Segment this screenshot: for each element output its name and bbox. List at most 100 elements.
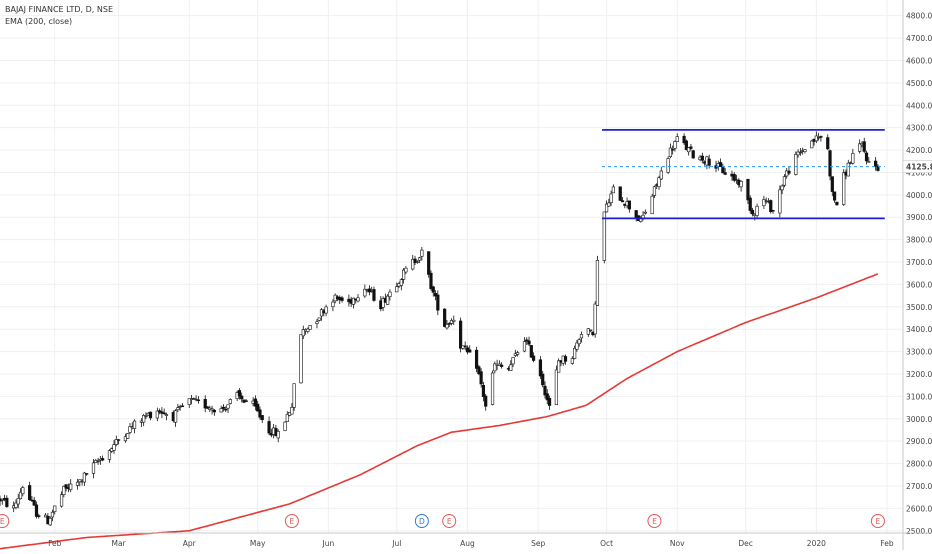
candle-body xyxy=(112,444,116,451)
candle xyxy=(687,146,691,156)
candle xyxy=(411,254,415,271)
candle-body xyxy=(363,288,367,297)
earnings-event-marker[interactable]: E xyxy=(284,514,299,528)
candle xyxy=(226,404,230,414)
candle-body xyxy=(142,415,146,423)
candle-body xyxy=(381,298,385,308)
indicator-label: EMA (200, close) xyxy=(5,17,73,26)
candle-body xyxy=(64,484,68,489)
candle-body xyxy=(511,357,515,365)
candle xyxy=(817,132,821,141)
candle-body xyxy=(481,385,486,397)
candle xyxy=(331,299,335,312)
candle-body xyxy=(388,291,392,297)
candle-body xyxy=(666,158,670,173)
candle-body xyxy=(413,258,417,263)
candle-body xyxy=(620,200,625,203)
candle-body xyxy=(461,345,465,349)
candle xyxy=(447,322,451,327)
candle xyxy=(205,406,210,409)
candle xyxy=(351,297,356,309)
candle-body xyxy=(445,324,449,329)
candle xyxy=(62,485,66,498)
candle xyxy=(53,505,57,515)
candle-body xyxy=(32,500,36,506)
candle-body xyxy=(500,364,504,367)
candle xyxy=(107,449,112,463)
time-tick-label: Jun xyxy=(322,539,335,548)
candle xyxy=(718,158,723,168)
candle-body xyxy=(748,197,752,211)
candle xyxy=(386,294,390,306)
candle-body xyxy=(652,186,657,196)
candle xyxy=(219,405,223,413)
candle-body xyxy=(675,136,679,142)
candle-body xyxy=(48,518,52,526)
candle xyxy=(260,415,264,424)
candle xyxy=(237,388,242,400)
candle-body xyxy=(755,205,759,216)
candle-body xyxy=(707,158,711,166)
current-price-tag[interactable] xyxy=(902,160,932,173)
time-axis[interactable]: Feb Mar Apr May Jun Jul Aug Sep Oct Nov Dec 2020 Feb xyxy=(0,532,932,548)
price-tick-label: 3200.00 xyxy=(906,370,932,379)
candle-body xyxy=(447,323,451,325)
candle-body xyxy=(732,174,736,181)
candle xyxy=(755,203,759,219)
candle-body xyxy=(796,151,800,156)
candle-body xyxy=(132,420,137,429)
candle xyxy=(500,362,504,369)
candle-body xyxy=(828,150,832,177)
candle xyxy=(244,399,248,402)
candle-body xyxy=(588,329,593,332)
candle xyxy=(315,319,319,329)
candle-body xyxy=(531,355,536,361)
candle xyxy=(858,139,862,154)
candle xyxy=(449,318,454,326)
price-tick-label: 3100.00 xyxy=(906,392,932,401)
candle-body xyxy=(315,321,319,324)
dividend-event-marker[interactable]: D xyxy=(414,514,429,528)
candle-body xyxy=(436,294,440,311)
candle-body xyxy=(96,460,100,463)
candle xyxy=(739,180,743,192)
candle-body xyxy=(306,328,310,332)
price-axis[interactable]: 2500.00 2600.00 2700.00 2800.00 2900.00 3000.… xyxy=(902,0,932,550)
candle-body xyxy=(14,502,18,508)
candle xyxy=(522,337,527,353)
candle-body xyxy=(794,153,798,175)
candle xyxy=(18,488,23,500)
earnings-event-marker[interactable]: E xyxy=(647,514,662,528)
candle-body xyxy=(826,137,830,150)
candle-body xyxy=(107,450,112,460)
candle-body xyxy=(835,201,839,206)
drawings[interactable] xyxy=(602,128,885,220)
candle xyxy=(511,356,515,368)
price-tick-label: 3400.00 xyxy=(906,325,932,334)
price-tick-label: 3700.00 xyxy=(906,258,932,267)
candle-body xyxy=(75,481,80,486)
candle xyxy=(116,438,121,445)
candle xyxy=(543,381,547,399)
candle-body xyxy=(155,410,159,419)
candle xyxy=(769,199,773,214)
candle xyxy=(399,278,403,291)
earnings-event-marker[interactable]: E xyxy=(0,514,10,528)
candle xyxy=(620,196,625,203)
candle-body xyxy=(340,297,344,301)
candle xyxy=(276,429,280,443)
earnings-event-marker[interactable]: E xyxy=(870,514,885,528)
event-marker-label: E xyxy=(447,517,452,526)
candle xyxy=(607,198,611,208)
candle xyxy=(762,195,766,209)
earnings-event-marker[interactable]: E xyxy=(442,514,457,528)
candle-body xyxy=(541,373,545,386)
candle xyxy=(420,246,424,261)
time-tick-label: Apr xyxy=(183,539,197,548)
candle-body xyxy=(205,406,210,409)
candle-body xyxy=(874,160,878,167)
candle-body xyxy=(91,462,96,474)
